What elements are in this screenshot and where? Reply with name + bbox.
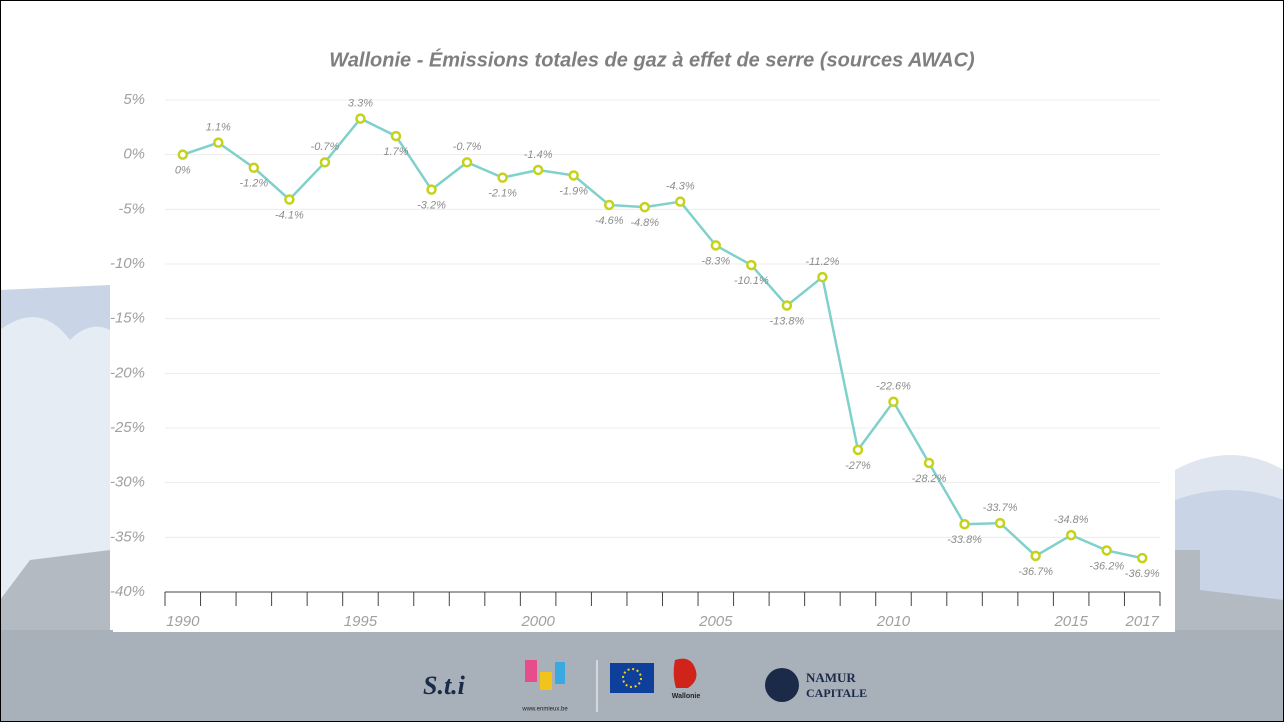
data-point: [568, 170, 579, 181]
data-label: -1.4%: [524, 149, 553, 161]
data-label: -4.1%: [275, 209, 304, 221]
data-label: -36.2%: [1089, 560, 1124, 572]
x-tick-label: 1990: [166, 613, 200, 630]
data-label: -0.7%: [453, 141, 482, 153]
x-tick-label: 2005: [698, 613, 733, 630]
data-point: [426, 184, 437, 195]
chart-area: [113, 20, 1175, 632]
data-label: -4.6%: [595, 215, 624, 227]
data-label: -1.2%: [239, 178, 268, 190]
data-label: -4.3%: [666, 181, 695, 193]
data-label: -3.2%: [417, 200, 446, 212]
data-point: [1136, 552, 1148, 564]
data-label: -11.2%: [805, 256, 839, 268]
data-label: -8.3%: [701, 255, 730, 267]
data-label: -1.9%: [559, 185, 588, 197]
data-label: -13.8%: [769, 315, 804, 327]
data-label: -10.1%: [734, 275, 769, 287]
data-point: [746, 259, 757, 271]
data-label: -4.8%: [630, 217, 659, 229]
data-point: [959, 518, 970, 530]
x-tick-label: 2000: [520, 613, 555, 630]
logo-wallonie: Wallonie: [672, 693, 701, 700]
logo-shape: [555, 662, 565, 684]
logo-shape: [540, 672, 552, 690]
data-label: -33.8%: [947, 534, 982, 546]
data-point: [852, 444, 864, 456]
eu-flag: [610, 663, 654, 693]
data-point: [639, 201, 650, 213]
logo-shape: [525, 660, 537, 682]
data-point: [532, 164, 544, 176]
data-label: -28.2%: [912, 473, 947, 485]
data-label: -22.6%: [876, 381, 911, 393]
y-tick-label: -40%: [110, 583, 145, 600]
y-tick-label: -20%: [110, 364, 145, 381]
data-line: [182, 117, 1143, 560]
cloud: [0, 317, 110, 600]
data-point: [603, 199, 615, 211]
chart-title: Wallonie - Émissions totales de gaz à ef…: [329, 48, 975, 71]
wallonie-rooster: [673, 658, 697, 688]
data-point: [461, 157, 473, 168]
x-tick-label: 2010: [876, 613, 911, 630]
data-point: [888, 396, 899, 408]
data-point: [497, 172, 508, 183]
data-point: [994, 517, 1006, 529]
footer-logos: S.t.i www.enmieux.be Wallonie NAMUR CAPI…: [423, 658, 867, 713]
data-point: [390, 130, 402, 142]
y-tick-label: -25%: [110, 419, 145, 436]
data-label: -36.7%: [1018, 566, 1053, 578]
data-label: -27%: [845, 460, 871, 472]
data-point: [248, 162, 260, 174]
data-point: [177, 149, 189, 160]
logo-enmieux: www.enmieux.be: [521, 707, 568, 713]
y-tick-label: -30%: [110, 474, 145, 491]
data-point: [213, 137, 224, 148]
building: [0, 550, 110, 640]
data-label: 3.3%: [348, 97, 373, 109]
logo-namur: NAMUR: [806, 670, 856, 685]
data-label: 0%: [175, 165, 191, 177]
data-point: [1065, 529, 1077, 541]
y-tick-label: -15%: [110, 310, 145, 327]
y-tick-label: 0%: [123, 146, 145, 163]
y-tick-label: -10%: [110, 255, 145, 272]
building: [1175, 550, 1284, 640]
x-tick-label: 2017: [1125, 613, 1160, 630]
data-point: [817, 271, 828, 283]
y-tick-label: 5%: [123, 91, 145, 108]
data-point: [1030, 550, 1041, 562]
x-tick-label: 2015: [1053, 613, 1088, 630]
data-label: -0.7%: [311, 141, 340, 153]
data-label: -36.9%: [1125, 568, 1160, 580]
y-tick-label: -35%: [110, 528, 145, 545]
logo-capitale: CAPITALE: [806, 686, 867, 700]
data-point: [675, 196, 686, 207]
data-point: [284, 194, 295, 205]
data-point: [355, 113, 366, 124]
data-point: [710, 240, 722, 251]
x-tick-label: 1995: [344, 613, 378, 630]
y-tick-label: -5%: [118, 200, 145, 217]
data-label: 1.1%: [206, 122, 231, 134]
data-point: [1101, 545, 1112, 556]
eu-stars: [622, 668, 642, 688]
data-point: [319, 157, 331, 168]
landscape: [1175, 490, 1284, 600]
logo-sti: S.t.i: [423, 671, 466, 700]
namur-emblem: [765, 668, 799, 702]
data-label: -2.1%: [488, 188, 517, 200]
data-label: 1.7%: [383, 146, 408, 158]
data-label: -34.8%: [1054, 514, 1089, 526]
data-point: [781, 300, 793, 311]
data-point: [923, 457, 935, 469]
data-label: -33.7%: [983, 502, 1018, 514]
